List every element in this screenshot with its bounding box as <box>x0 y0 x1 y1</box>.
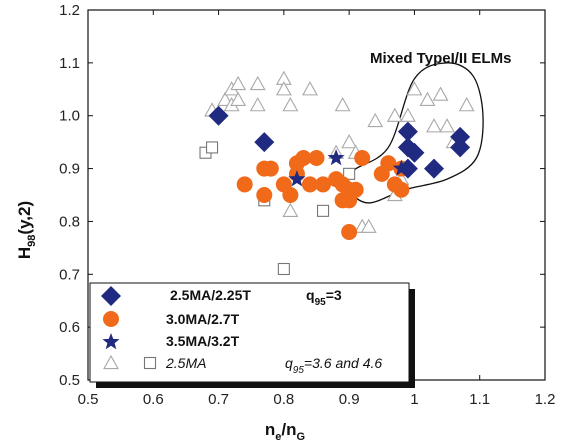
point-star <box>327 149 345 166</box>
point-triangle-open <box>439 118 456 133</box>
legend-label-2-5ma: 2.5MA <box>165 355 206 371</box>
data-points <box>199 70 475 334</box>
y-tick-label: 1.2 <box>59 2 80 19</box>
point-diamond <box>404 142 425 163</box>
point-circle <box>354 150 371 166</box>
x-axis-title-sub-g: G <box>297 431 306 443</box>
legend-marker-diamond <box>101 286 121 306</box>
point-triangle-open <box>432 86 449 101</box>
x-tick-label: 0.9 <box>339 391 360 408</box>
point-circle <box>380 155 397 172</box>
legend-q95-q: q <box>306 287 315 303</box>
x-tick-label: 0.7 <box>208 391 229 408</box>
legend-q95-alt-q: q <box>285 355 293 371</box>
legend-q95-sub: 95 <box>315 297 327 308</box>
point-diamond <box>450 126 471 147</box>
y-axis-title-sub: 98 <box>26 235 38 247</box>
legend-label-3-5ma-3-2t: 3.5MA/3.2T <box>166 333 240 349</box>
point-square-open <box>205 141 219 154</box>
x-tick-label: 0.6 <box>143 391 164 408</box>
point-triangle-open <box>334 97 351 112</box>
point-square-open <box>343 167 356 180</box>
mixed-elm-region-outline <box>346 62 484 204</box>
legend-q95-alt-value: =3.6 and 4.6 <box>304 355 382 371</box>
x-axis-title-n: n <box>265 420 275 439</box>
x-axis-title-sub-e: e <box>275 431 281 443</box>
y-tick-label: 0.6 <box>59 319 80 336</box>
point-triangle-open <box>341 134 358 149</box>
y-axis-title-h: H <box>15 247 34 259</box>
legend: 2.5MA/2.25T 3.0MA/2.7T 3.5MA/3.2T 2.5MA … <box>89 282 415 388</box>
legend-q95-3: q95=3 <box>306 287 342 308</box>
point-circle <box>315 176 332 193</box>
point-triangle-open <box>302 81 318 96</box>
point-circle <box>256 160 273 177</box>
point-diamond <box>397 158 418 179</box>
x-axis-title: ne/nG <box>265 420 305 443</box>
y-tick-label: 0.7 <box>59 266 80 283</box>
point-circle <box>301 176 318 193</box>
legend-label-2-5ma-2-25t: 2.5MA/2.25T <box>170 287 251 303</box>
legend-q95-alt: q95=3.6 and 4.6 <box>285 355 382 376</box>
point-triangle-open <box>386 107 403 122</box>
legend-marker-triangle <box>103 354 119 370</box>
point-diamond <box>254 132 275 153</box>
point-circle <box>295 150 312 166</box>
point-triangle-open <box>230 75 247 91</box>
x-tick-label: 0.8 <box>273 391 294 408</box>
mixed-elm-annotation: Mixed TypeI/II ELMs <box>370 50 511 67</box>
y-axis-title: H98(y,2) <box>15 201 38 259</box>
point-circle <box>347 181 364 198</box>
point-triangle-open <box>282 97 299 112</box>
point-circle <box>282 187 299 203</box>
point-circle <box>341 224 358 240</box>
point-circle <box>256 187 273 203</box>
point-triangle-open <box>419 91 436 107</box>
y-tick-label: 0.8 <box>59 213 80 230</box>
point-triangle-open <box>230 91 247 107</box>
y-tick-label: 0.5 <box>59 372 80 389</box>
x-tick-label: 1 <box>410 391 418 408</box>
legend-q95-alt-sub: 95 <box>293 365 305 376</box>
point-diamond <box>208 105 229 126</box>
point-triangle-open <box>217 91 234 107</box>
point-triangle-open <box>249 97 266 112</box>
legend-label-3-0ma-2-7t: 3.0MA/2.7T <box>166 311 240 327</box>
legend-marker-circle <box>103 311 119 327</box>
point-diamond <box>450 137 471 158</box>
x-axis-title-slash: /n <box>281 420 296 439</box>
x-tick-label: 1.1 <box>469 391 490 408</box>
point-star <box>392 159 410 176</box>
x-tick-label: 0.5 <box>78 391 99 408</box>
y-tick-label: 1.0 <box>59 108 80 125</box>
point-square-open <box>277 262 290 276</box>
point-circle <box>236 176 253 193</box>
legend-marker-square <box>143 356 157 370</box>
point-star <box>288 170 306 187</box>
point-triangle-open <box>406 81 423 96</box>
point-triangle-open <box>275 81 292 96</box>
point-triangle-open <box>282 202 299 218</box>
y-tick-label: 1.1 <box>59 55 80 72</box>
y-axis-title-tail: (y,2) <box>15 201 34 235</box>
point-triangle-open <box>367 112 384 128</box>
legend-markers <box>101 286 157 370</box>
point-triangle-open <box>399 107 416 122</box>
legend-q95-value: =3 <box>326 287 342 303</box>
point-triangle-open <box>360 218 377 233</box>
legend-box <box>89 282 410 383</box>
point-diamond <box>397 121 418 142</box>
x-tick-label: 1.2 <box>535 391 556 408</box>
point-circle <box>393 181 410 198</box>
point-diamond <box>424 158 445 179</box>
legend-marker-star <box>102 333 120 350</box>
y-tick-label: 0.9 <box>59 161 80 178</box>
point-triangle-open <box>426 118 442 133</box>
axis-tick-labels: 0.5 0.6 0.7 0.8 0.9 1 1.1 1.2 0.5 0.6 0.7 0.8 0.9 1.0… <box>59 2 555 408</box>
point-circle <box>308 150 325 166</box>
point-triangle-open <box>249 75 266 91</box>
point-square-open <box>316 204 330 217</box>
point-triangle-open <box>458 97 475 112</box>
